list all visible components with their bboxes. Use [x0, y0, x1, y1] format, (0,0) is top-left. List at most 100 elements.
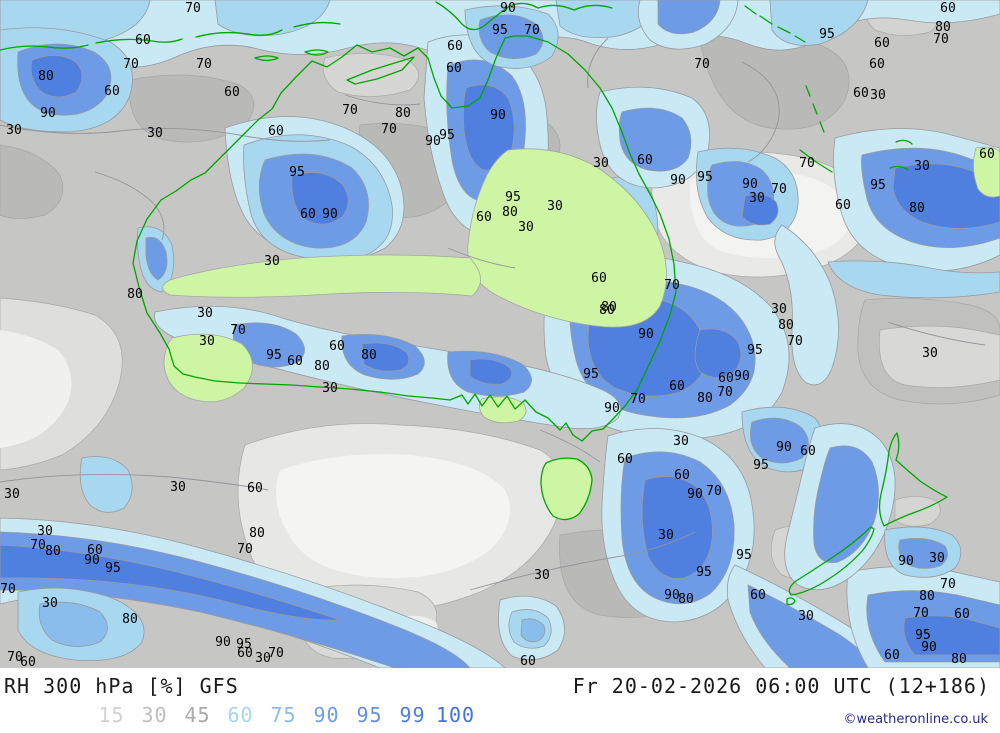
contour-label: 30	[322, 381, 338, 396]
fiji-islands	[889, 139, 913, 171]
contour-label: 70	[799, 156, 815, 171]
contour-lines	[0, 37, 986, 591]
contour-label: 95	[736, 548, 752, 563]
legend-value-90: 90	[313, 703, 340, 727]
contour-label: 30	[255, 651, 271, 666]
contour-label: 30	[749, 191, 765, 206]
humidity-map: 70 60 70 70 80 60 60 90 30 30 90 95 70 60 60 70 80 70 90 95…	[0, 0, 1000, 668]
contour-label: 95	[583, 367, 599, 382]
contour-label: 60	[750, 588, 766, 603]
stewart-island	[786, 597, 796, 606]
contour-label: 90	[40, 106, 56, 121]
contour-label: 60	[800, 444, 816, 459]
contour-label: 60	[718, 371, 734, 386]
new-caledonia	[799, 149, 833, 173]
contour-label: 60	[954, 607, 970, 622]
contour-label: 30	[42, 596, 58, 611]
contour-label: 90	[898, 554, 914, 569]
contour-label: 70	[230, 323, 246, 338]
contour-label: 30	[37, 524, 53, 539]
contour-label: 70	[717, 385, 733, 400]
contour-label: 70	[0, 582, 16, 597]
contour-label: 95	[289, 165, 305, 180]
contour-label: 70	[524, 23, 540, 38]
contour-label: 30	[673, 434, 689, 449]
contour-label: 80	[599, 303, 615, 318]
contour-label: 80	[909, 201, 925, 216]
contour-label: 70	[196, 57, 212, 72]
contour-label: 30	[593, 156, 609, 171]
contour-label: 30	[197, 306, 213, 321]
contour-label: 95	[105, 561, 121, 576]
contour-label: 30	[547, 199, 563, 214]
contour-label: 70	[940, 577, 956, 592]
contour-label: 30	[658, 528, 674, 543]
contour-label: 60	[20, 655, 36, 668]
contour-label: 60	[674, 468, 690, 483]
contour-label: 80	[361, 348, 377, 363]
contour-label: 90	[604, 401, 620, 416]
contour-label: 80	[678, 592, 694, 607]
nz-south-island	[788, 526, 875, 596]
contour-label: 60	[300, 207, 316, 222]
contour-label: 60	[853, 86, 869, 101]
contour-label: 60	[446, 61, 462, 76]
map-datetime: Fr 20-02-2026 06:00 UTC (12+186)	[572, 674, 990, 698]
contour-label: 95	[439, 128, 455, 143]
contour-label: 60	[135, 33, 151, 48]
timor-island	[346, 56, 415, 85]
contour-label: 95	[236, 637, 252, 652]
contour-label: 30	[6, 123, 22, 138]
contour-label: 95	[697, 170, 713, 185]
contour-label: 60	[520, 654, 536, 668]
contour-label: 95	[819, 27, 835, 42]
contour-label: 70	[268, 646, 284, 661]
contour-label: 60	[329, 339, 345, 354]
contour-label: 70	[630, 392, 646, 407]
contour-label: 60	[237, 646, 253, 661]
contour-label: 70	[381, 122, 397, 137]
contour-label: 95	[696, 565, 712, 580]
contour-label: 30	[264, 254, 280, 269]
contour-label: 95	[870, 178, 886, 193]
contour-label: 70	[771, 182, 787, 197]
contour-label: 70	[123, 57, 139, 72]
contour-label: 80	[314, 359, 330, 374]
indonesia-arc	[0, 21, 341, 51]
copyright-link[interactable]: ©weatheronline.co.uk	[843, 712, 988, 727]
contour-label: 60	[637, 153, 653, 168]
tasmania-coastline	[540, 457, 593, 521]
contour-label: 30	[147, 126, 163, 141]
contour-label: 80	[122, 612, 138, 627]
contour-label: 80	[45, 544, 61, 559]
contour-label: 90	[215, 635, 231, 650]
contour-label: 60	[869, 57, 885, 72]
map-title: RH 300 hPa [%] GFS	[4, 674, 239, 698]
contour-label: 90	[638, 327, 654, 342]
contour-label: 60	[247, 481, 263, 496]
contour-label: 30	[929, 551, 945, 566]
contour-label: 90	[322, 207, 338, 222]
legend-value-95: 95	[356, 703, 383, 727]
contour-label: 80	[395, 106, 411, 121]
nz-north-island	[878, 432, 948, 527]
contour-label: 95	[753, 458, 769, 473]
contour-label: 90	[687, 487, 703, 502]
contour-label: 30	[870, 88, 886, 103]
contour-label: 60	[104, 84, 120, 99]
contour-label: 30	[170, 480, 186, 495]
contour-label: 30	[518, 220, 534, 235]
contour-label: 30	[914, 159, 930, 174]
contour-label: 90	[425, 134, 441, 149]
contour-label: 90	[921, 640, 937, 655]
legend-value-15: 15	[98, 703, 125, 727]
contour-label: 80	[601, 300, 617, 315]
contour-label: 70	[185, 1, 201, 16]
contour-label: 30	[534, 568, 550, 583]
contour-label: 80	[778, 318, 794, 333]
contour-label: 60	[979, 147, 995, 162]
contour-label: 80	[697, 391, 713, 406]
